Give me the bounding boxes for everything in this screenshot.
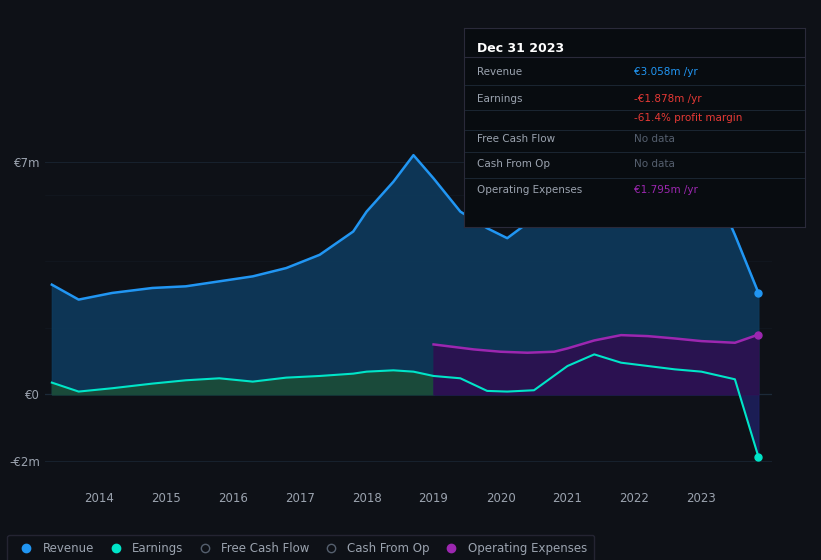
Text: €3.058m /yr: €3.058m /yr bbox=[635, 67, 698, 77]
Text: Earnings: Earnings bbox=[478, 94, 523, 104]
Text: Dec 31 2023: Dec 31 2023 bbox=[478, 42, 565, 55]
Text: -61.4% profit margin: -61.4% profit margin bbox=[635, 114, 743, 123]
Text: No data: No data bbox=[635, 159, 675, 169]
Text: Free Cash Flow: Free Cash Flow bbox=[478, 134, 556, 144]
Text: €1.795m /yr: €1.795m /yr bbox=[635, 185, 698, 195]
Legend: Revenue, Earnings, Free Cash Flow, Cash From Op, Operating Expenses: Revenue, Earnings, Free Cash Flow, Cash … bbox=[7, 535, 594, 560]
Text: Cash From Op: Cash From Op bbox=[478, 159, 551, 169]
Text: No data: No data bbox=[635, 134, 675, 144]
Text: -€1.878m /yr: -€1.878m /yr bbox=[635, 94, 702, 104]
Text: Revenue: Revenue bbox=[478, 67, 523, 77]
Text: Operating Expenses: Operating Expenses bbox=[478, 185, 583, 195]
